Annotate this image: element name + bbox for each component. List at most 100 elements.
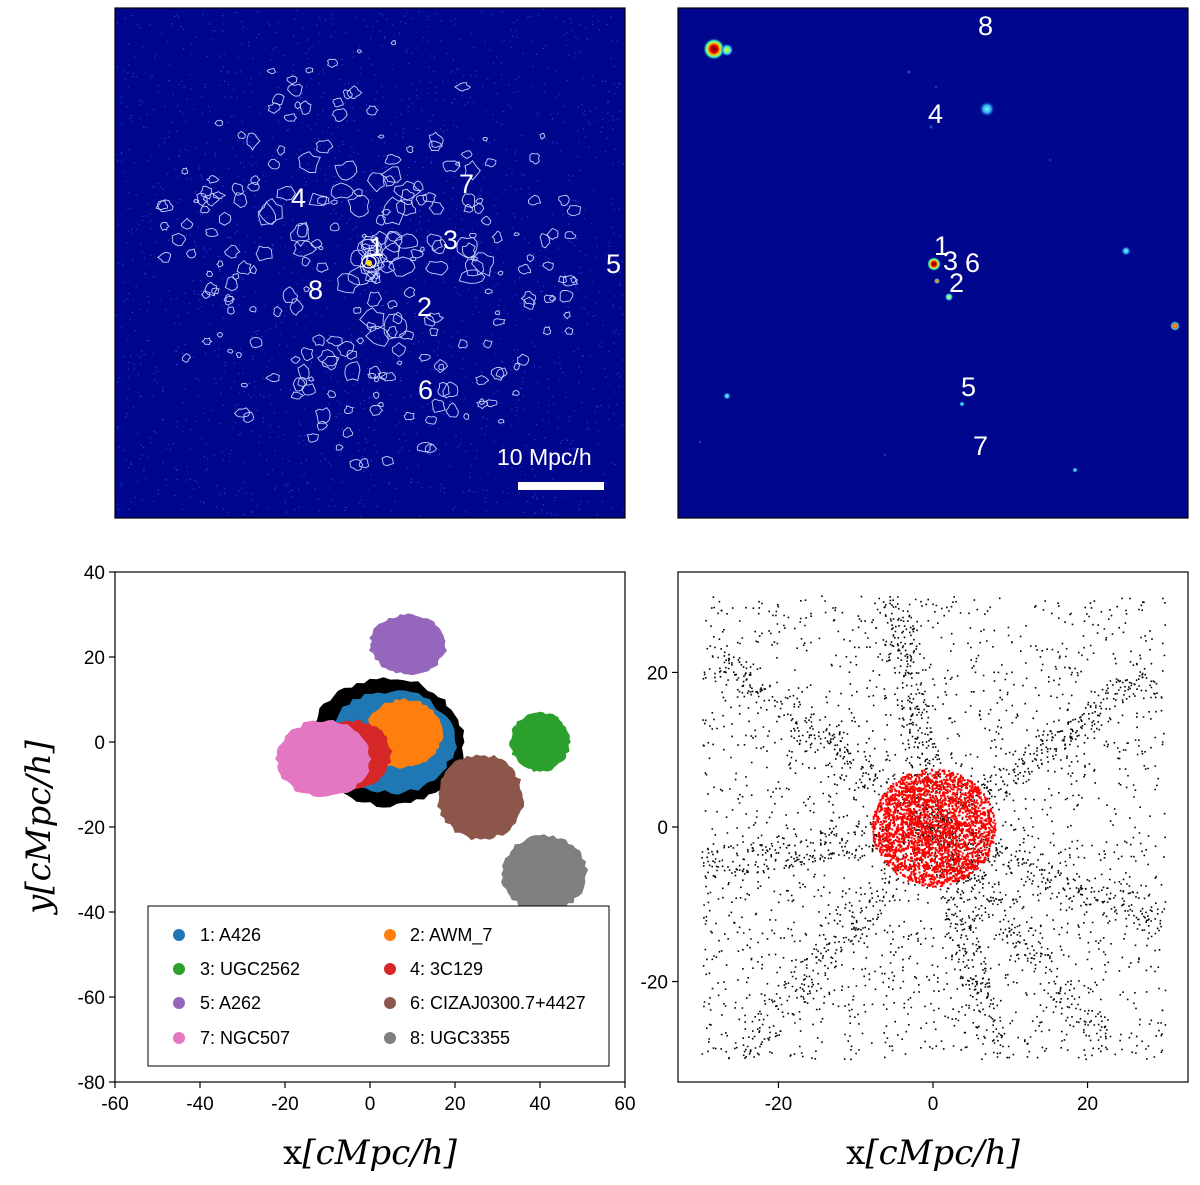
contour-line <box>480 215 492 226</box>
legend-marker-3 <box>173 963 185 975</box>
contour-line <box>290 221 310 248</box>
contour-line <box>361 255 377 269</box>
contour-line <box>171 232 187 247</box>
contour-line <box>390 40 397 46</box>
contour-line <box>375 214 386 226</box>
panel-bottom-left-xticks: -60 -40 -20 0 20 40 60 <box>101 1082 636 1115</box>
tr-label-8: 8 <box>978 11 993 41</box>
contour-line <box>437 381 450 398</box>
contour-line <box>181 167 189 175</box>
tl-label-7: 7 <box>459 169 474 199</box>
contour-line <box>461 242 476 259</box>
contour-line <box>539 132 546 140</box>
contour-line <box>542 326 552 336</box>
region-8 <box>501 834 589 913</box>
contour-line <box>405 145 414 154</box>
contour-line <box>330 199 338 205</box>
panel-bottom-right-xticks: -20 0 20 <box>765 1082 1098 1115</box>
contour-line <box>366 172 385 193</box>
contour-line <box>290 391 305 400</box>
contour-line <box>160 221 170 231</box>
contour-line <box>403 286 416 299</box>
x-tick-label: -20 <box>271 1094 298 1115</box>
contour-line <box>225 295 236 303</box>
contour-line <box>185 248 197 259</box>
tl-label-4: 4 <box>291 183 306 213</box>
contour-line <box>312 334 325 347</box>
contour-line <box>227 306 235 315</box>
contour-line <box>384 175 396 187</box>
scale-bar-label: 10 Mpc/h <box>497 444 592 470</box>
contour-line <box>495 367 508 380</box>
contour-line <box>257 201 277 226</box>
contour-line <box>327 58 339 69</box>
panel-bottom-left-yticks: -80 -60 -40 -20 0 20 40 <box>78 563 115 1094</box>
contour-line <box>329 222 340 232</box>
region-6 <box>437 754 525 841</box>
source-blob <box>945 293 953 301</box>
contour-line <box>276 145 286 156</box>
contour-line <box>415 193 428 206</box>
y-tick-label: -20 <box>641 973 668 994</box>
contour-line <box>513 362 521 371</box>
x-tick-label: 0 <box>365 1094 376 1115</box>
contour-line <box>369 365 381 379</box>
contour-line <box>353 306 362 314</box>
legend: 1: A426 2: AWM_7 3: UGC2562 4: 3C129 5: … <box>147 905 610 1067</box>
contour-line <box>361 235 382 255</box>
contour-line <box>463 412 470 420</box>
contour-line <box>292 239 318 257</box>
source-blob <box>906 69 912 75</box>
contour-line <box>526 254 535 263</box>
tr-label-6: 6 <box>965 248 980 278</box>
contour-line <box>373 377 380 383</box>
contour-line <box>301 256 311 267</box>
source-blob <box>1048 158 1052 162</box>
contour-line <box>216 332 223 338</box>
tr-label-4: 4 <box>928 99 943 129</box>
contour-line <box>273 306 283 318</box>
contour-line <box>428 140 444 152</box>
contour-line <box>249 264 258 274</box>
contour-line <box>469 232 477 239</box>
tl-label-8: 8 <box>308 275 323 305</box>
contour-line <box>490 366 505 382</box>
contour-line <box>224 244 241 259</box>
contour-line <box>358 458 370 468</box>
contour-line <box>426 312 445 323</box>
contour-line <box>383 313 408 340</box>
contour-line <box>332 108 348 122</box>
panel-top-right: 1 2 3 4 5 6 7 8 <box>677 7 1189 519</box>
contour-line <box>475 197 484 204</box>
contour-line <box>484 288 493 295</box>
contour-line <box>418 354 431 362</box>
contour-line <box>202 192 220 207</box>
source-blob <box>959 401 965 407</box>
contour-line <box>216 260 224 268</box>
panel-top-right-frame <box>677 7 1189 519</box>
contour-line <box>523 296 536 310</box>
contour-line <box>546 227 559 241</box>
contour-line <box>393 180 422 202</box>
contour-line <box>513 232 520 236</box>
legend-entry-1: 1: A426 <box>200 925 261 945</box>
contour-line <box>350 249 369 268</box>
red-points <box>871 768 997 888</box>
contour-line <box>438 363 445 371</box>
source-blob <box>723 392 731 400</box>
tr-label-5: 5 <box>961 372 976 402</box>
legend-marker-7 <box>173 1032 185 1044</box>
contour-line <box>211 287 220 295</box>
contour-line <box>337 340 355 358</box>
contour-line <box>482 137 488 142</box>
scale-bar <box>518 482 604 490</box>
source-blob <box>934 85 938 89</box>
contour-line <box>409 256 417 262</box>
contour-line <box>425 261 449 276</box>
contour-line <box>424 444 438 454</box>
contour-line <box>206 175 220 184</box>
contour-line <box>257 198 283 226</box>
contour-line <box>296 222 308 238</box>
contour-line <box>460 150 473 159</box>
